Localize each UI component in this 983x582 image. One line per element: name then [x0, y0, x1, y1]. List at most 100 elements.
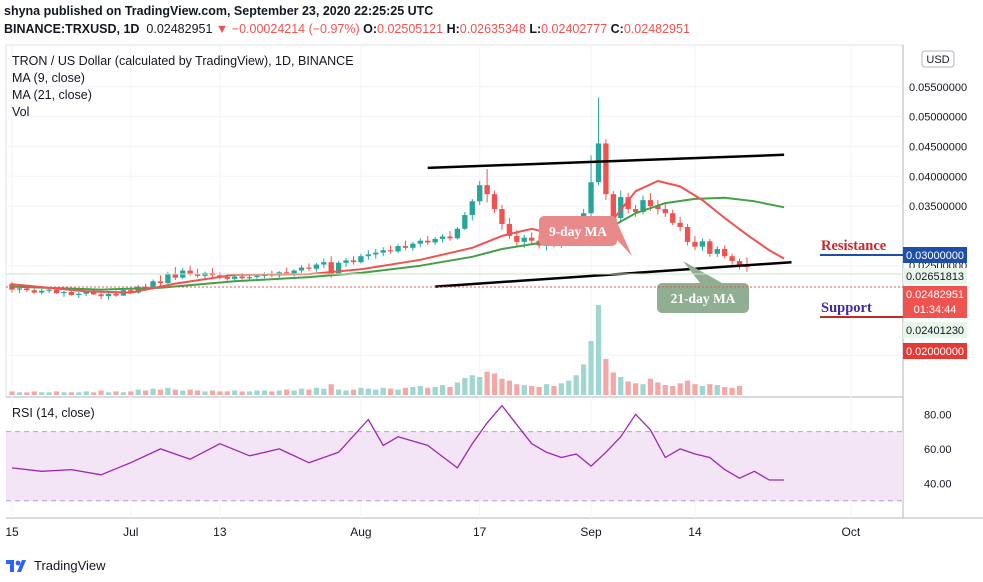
candle-body: [439, 236, 446, 239]
candle-body: [462, 215, 468, 229]
candle-body: [640, 200, 646, 213]
volume-bar: [157, 389, 164, 395]
candle-body: [365, 254, 372, 257]
candle-body: [410, 243, 416, 248]
time-tick-label: Oct: [842, 525, 861, 539]
volume-bars: [9, 305, 743, 395]
volume-bar: [610, 372, 616, 395]
time-axis[interactable]: 15 Jul 13 Aug 17 Sep 14 Oct: [5, 525, 861, 539]
candle-body: [313, 264, 320, 269]
volume-bar: [24, 392, 30, 395]
high-label: H:: [446, 22, 460, 36]
candle-body: [254, 275, 260, 278]
volume-bar: [736, 386, 743, 395]
open-value: 0.02505121: [377, 22, 444, 36]
volume-bar: [729, 387, 735, 395]
price-tick-label: 0.05500000: [909, 82, 967, 94]
volume-bar: [499, 378, 505, 395]
candle-body: [692, 241, 698, 247]
candle-body: [603, 143, 609, 195]
volume-bar: [603, 359, 609, 395]
volume-bar: [588, 341, 594, 395]
grid: [6, 45, 903, 518]
candle-body: [90, 291, 97, 295]
volume-bar: [566, 380, 572, 395]
candle-body: [506, 223, 513, 236]
moving-averages: [11, 180, 785, 294]
volume-bar: [484, 371, 490, 395]
candle-body: [447, 236, 453, 239]
volume-bar: [647, 378, 654, 395]
volume-bar: [328, 384, 334, 395]
candle-body: [291, 270, 297, 274]
volume-bar: [261, 390, 268, 395]
volume-bar: [298, 388, 305, 395]
support-price-badge: 0.02000000: [903, 343, 967, 359]
down-arrow-icon: ▼: [215, 22, 229, 36]
chart-canvas[interactable]: 0.05500000 0.05000000 0.04500000 0.04000000…: [0, 0, 983, 552]
candle-body: [350, 260, 357, 263]
candle-body: [618, 197, 624, 219]
volume-bar: [358, 387, 364, 395]
price-change: −0.00024214 (−0.97%): [231, 22, 360, 36]
candle-body: [402, 246, 409, 248]
volume-bar: [625, 381, 631, 395]
resistance-price-text: 0.03000000: [906, 250, 964, 262]
time-tick-label: Sep: [580, 525, 602, 539]
volume-bar: [514, 384, 520, 395]
upper-trendline: [427, 153, 785, 170]
candle-body: [425, 240, 431, 243]
candle-body: [128, 290, 134, 293]
candle-body: [417, 240, 423, 244]
low-label: L:: [529, 22, 542, 36]
currency-button[interactable]: USD: [921, 50, 955, 68]
volume-bar: [365, 388, 371, 395]
price-axis[interactable]: 0.05500000 0.05000000 0.04500000 0.04000000…: [909, 82, 967, 491]
volume-bar: [677, 383, 683, 395]
candle-body: [454, 228, 461, 239]
volume-bar: [246, 391, 253, 395]
volume-bar: [595, 305, 602, 395]
close-value: 0.02482951: [623, 22, 690, 36]
candle-body: [514, 235, 520, 242]
candles: [9, 97, 750, 300]
candle-body: [625, 197, 631, 210]
support-price-text: 0.02000000: [906, 346, 964, 358]
volume-bar: [491, 373, 498, 395]
candle-body: [46, 289, 52, 291]
support-label: Support: [821, 300, 872, 316]
volume-bar: [31, 391, 37, 395]
price-pane-frame: [5, 44, 904, 398]
legend-vol: Vol: [12, 105, 29, 119]
volume-bar: [529, 386, 535, 395]
volume-bar: [269, 391, 275, 395]
candle-body: [662, 209, 668, 214]
header: shyna published on TradingView.com, Sept…: [4, 2, 979, 38]
volume-bar: [551, 386, 557, 395]
candle-body: [157, 281, 164, 284]
candle-body: [343, 260, 349, 263]
ma21-callout: 21-day MA: [657, 261, 749, 313]
candle-body: [358, 256, 364, 263]
ma21-price-badge: 0.02401230: [903, 322, 967, 338]
volume-bar: [506, 380, 512, 395]
tradingview-logo[interactable]: TradingView: [4, 553, 106, 577]
volume-bar: [692, 384, 698, 395]
candle-body: [150, 281, 156, 289]
candle-body: [736, 260, 743, 266]
volume-bar: [477, 377, 483, 395]
volume-bar: [306, 389, 312, 395]
volume-bar: [402, 387, 409, 395]
volume-bar: [380, 387, 386, 395]
volume-bar: [336, 389, 342, 395]
countdown-text: 01:34:44: [914, 304, 957, 316]
volume-bar: [618, 377, 624, 395]
rsi-tick-label: 40.00: [924, 478, 952, 490]
ohlc-bar: BINANCE:TRXUSD, 1D 0.02482951 ▼ −0.00024…: [4, 20, 979, 38]
chart-title: TRON / US Dollar (calculated by TradingV…: [12, 54, 354, 68]
price-tick-label: 0.04500000: [909, 141, 967, 153]
volume-bar: [209, 390, 216, 395]
low-value: 0.02402777: [541, 22, 608, 36]
candle-body: [187, 270, 193, 274]
candle-body: [113, 293, 119, 296]
